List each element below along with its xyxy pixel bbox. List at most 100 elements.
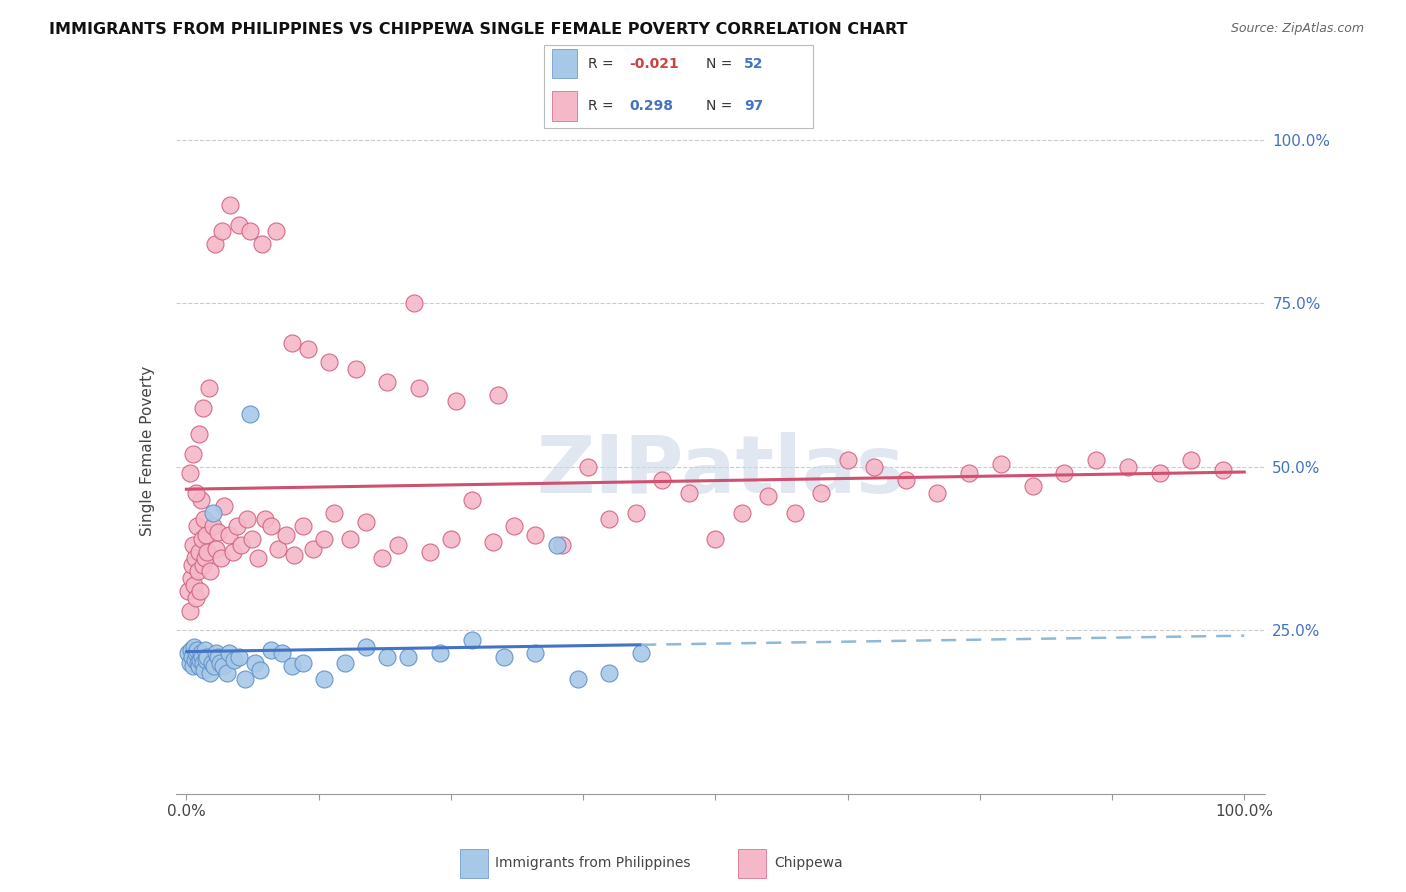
Point: [193, 558, 215, 572]
Point: [461, 492, 484, 507]
Point: [239, 408, 262, 422]
Point: [209, 656, 232, 670]
Point: [1021, 479, 1043, 493]
Point: [179, 467, 201, 481]
Point: [214, 499, 236, 513]
FancyBboxPatch shape: [738, 849, 766, 878]
Point: [226, 518, 249, 533]
Point: [704, 532, 727, 546]
Point: [179, 656, 201, 670]
Point: [184, 653, 207, 667]
Point: [253, 512, 276, 526]
Point: [524, 528, 547, 542]
Point: [283, 548, 305, 562]
Point: [207, 525, 229, 540]
Point: [181, 447, 204, 461]
Point: [354, 640, 377, 654]
Text: N =: N =: [706, 99, 737, 113]
Point: [202, 659, 225, 673]
Point: [187, 656, 209, 670]
Point: [197, 381, 219, 395]
Point: [180, 558, 202, 572]
Point: [267, 541, 290, 556]
Point: [503, 518, 526, 533]
Point: [1085, 453, 1108, 467]
Point: [201, 506, 224, 520]
Point: [184, 551, 207, 566]
Point: [187, 565, 209, 579]
Text: -0.021: -0.021: [628, 57, 679, 70]
Point: [191, 532, 214, 546]
Point: [180, 643, 202, 657]
Point: [260, 643, 283, 657]
Point: [270, 646, 292, 660]
Point: [291, 518, 314, 533]
Y-axis label: Single Female Poverty: Single Female Poverty: [141, 366, 155, 535]
Point: [240, 532, 263, 546]
Point: [228, 218, 250, 232]
Point: [201, 656, 224, 670]
Point: [204, 237, 226, 252]
Point: [957, 467, 980, 481]
Point: [312, 532, 335, 546]
Point: [387, 538, 409, 552]
Text: R =: R =: [588, 57, 617, 70]
Point: [181, 538, 204, 552]
Point: [1053, 467, 1076, 481]
Point: [195, 653, 218, 667]
Point: [567, 673, 589, 687]
Point: [222, 653, 245, 667]
Point: [239, 224, 262, 238]
Point: [197, 649, 219, 664]
Point: [180, 571, 202, 585]
Point: [177, 646, 200, 660]
Point: [209, 551, 232, 566]
Point: [598, 512, 620, 526]
Point: [252, 237, 274, 252]
Point: [630, 646, 652, 660]
Point: [188, 659, 211, 673]
Point: [218, 528, 240, 542]
Point: [297, 342, 319, 356]
Point: [546, 538, 568, 552]
Point: [291, 656, 314, 670]
Point: [205, 646, 228, 660]
Point: [264, 224, 287, 238]
Point: [756, 489, 779, 503]
Point: [783, 506, 806, 520]
Point: [181, 659, 204, 673]
Text: Source: ZipAtlas.com: Source: ZipAtlas.com: [1230, 22, 1364, 36]
Point: [188, 653, 211, 667]
Point: [247, 551, 270, 566]
Point: [339, 532, 361, 546]
Point: [354, 516, 377, 530]
Point: [198, 665, 221, 680]
Point: [651, 473, 673, 487]
Point: [186, 643, 208, 657]
Point: [440, 532, 463, 546]
Point: [551, 538, 574, 552]
Point: [482, 535, 505, 549]
Point: [312, 673, 335, 687]
Point: [408, 381, 430, 395]
Point: [188, 584, 211, 599]
Point: [235, 512, 257, 526]
Text: 97: 97: [744, 99, 763, 113]
FancyBboxPatch shape: [460, 849, 488, 878]
Point: [318, 355, 340, 369]
Point: [190, 646, 212, 660]
Point: [461, 633, 484, 648]
Point: [731, 506, 754, 520]
Point: [375, 649, 398, 664]
Point: [927, 486, 949, 500]
Point: [1149, 467, 1171, 481]
Point: [218, 646, 240, 660]
Point: [188, 427, 211, 442]
Point: [193, 656, 215, 670]
Point: [184, 646, 207, 660]
Point: [302, 541, 325, 556]
Point: [398, 649, 420, 664]
Point: [371, 551, 394, 566]
Point: [228, 649, 250, 664]
Point: [524, 646, 547, 660]
